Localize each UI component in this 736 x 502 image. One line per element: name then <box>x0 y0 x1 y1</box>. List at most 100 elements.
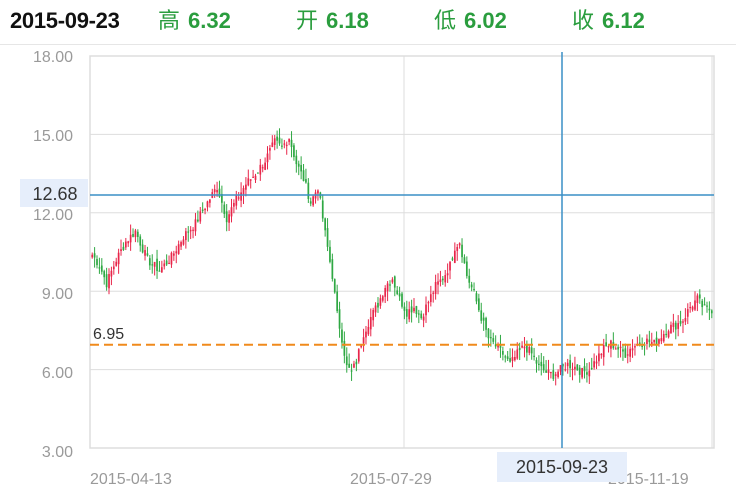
candle-body <box>269 148 271 151</box>
candle-body <box>353 363 355 368</box>
candle-body <box>521 345 523 348</box>
candle-body <box>706 305 708 307</box>
candle-body <box>655 337 658 345</box>
candle-body <box>112 266 115 270</box>
candle-body <box>420 313 423 319</box>
candle-body <box>98 267 101 269</box>
candle-body <box>518 347 521 351</box>
candle-body <box>588 370 591 377</box>
candle-body <box>362 337 365 344</box>
candle-body <box>177 244 180 254</box>
candle-body <box>93 253 96 258</box>
candle-body <box>562 363 564 367</box>
candle-body <box>682 321 684 323</box>
candle-body <box>480 310 483 321</box>
candle-body <box>369 316 372 330</box>
candle-body <box>514 356 516 361</box>
candle-body <box>638 342 641 346</box>
candle-body <box>172 253 175 256</box>
candle-body <box>598 353 600 362</box>
high-label: 高 <box>158 8 181 33</box>
candle-body <box>614 348 617 350</box>
low-label: 低 <box>434 8 457 33</box>
candle-body <box>658 339 660 344</box>
candle-body <box>489 337 492 339</box>
candle-body <box>218 188 221 198</box>
open-field: 开 6.18 <box>296 6 369 36</box>
candle-body <box>170 252 173 265</box>
candle-body <box>309 201 312 204</box>
candle-body <box>377 302 379 308</box>
candle-body <box>278 137 281 144</box>
candle-body <box>295 155 298 165</box>
candle-body <box>343 340 346 356</box>
candle-body <box>257 172 259 174</box>
candle-body <box>216 189 218 193</box>
candle-body <box>465 261 468 277</box>
candle-body <box>213 189 216 193</box>
candle-body <box>634 346 636 348</box>
candle-body <box>691 306 694 310</box>
candle-body <box>156 258 158 272</box>
candle-body <box>384 287 387 297</box>
candle-body <box>410 306 413 313</box>
candle-body <box>389 284 391 286</box>
candle-body <box>175 251 178 254</box>
candle-body <box>163 263 166 267</box>
candle-body <box>254 175 257 180</box>
candle-body <box>593 361 595 368</box>
candle-body <box>285 144 288 147</box>
candle-body <box>192 229 194 231</box>
candle-body <box>672 322 675 327</box>
candle-body <box>305 179 307 183</box>
candle-body <box>148 258 151 266</box>
candle-body <box>576 364 579 371</box>
grid <box>89 55 715 449</box>
candle-body <box>650 342 653 345</box>
close-field: 收 6.12 <box>572 6 645 36</box>
candle-body <box>367 326 370 335</box>
candle-body <box>665 333 668 336</box>
x-axis: 2015-04-13 2015-07-29 2015-11-19 <box>90 471 689 488</box>
candle-body <box>228 214 230 223</box>
candle-body <box>141 244 144 253</box>
candle-body <box>600 353 603 356</box>
candle-body <box>355 361 358 365</box>
candle-body <box>237 197 240 199</box>
candlestick-chart[interactable]: 18.00 15.00 12.00 9.00 6.00 3.00 6.95 12… <box>0 44 736 502</box>
candle-body <box>605 342 607 347</box>
candle-body <box>105 274 108 288</box>
candle-body <box>144 250 146 256</box>
candle-body <box>473 288 475 291</box>
candle-body <box>538 363 540 365</box>
candle-body <box>607 346 610 348</box>
candle-body <box>386 283 389 292</box>
open-label: 开 <box>296 8 319 33</box>
candle-body <box>698 294 701 299</box>
candle-body <box>542 364 545 371</box>
candle-body <box>160 267 163 273</box>
candle-body <box>458 243 461 246</box>
candle-body <box>110 270 113 277</box>
candle-body <box>374 305 377 313</box>
candle-body <box>204 208 206 211</box>
candle-body <box>194 219 197 232</box>
high-value: 6.32 <box>188 8 231 33</box>
candle-body <box>463 257 466 264</box>
candle-body <box>475 293 478 302</box>
candle-body <box>631 348 634 351</box>
candle-body <box>223 204 226 214</box>
candle-body <box>100 265 103 272</box>
candle-body <box>708 308 711 311</box>
candle-body <box>602 344 605 358</box>
candle-body <box>288 138 290 142</box>
candle-body <box>132 234 134 237</box>
candle-body <box>417 313 420 315</box>
quote-header: 2015-09-23 高 6.32 开 6.18 低 6.02 收 6.12 <box>0 0 736 45</box>
candle-body <box>502 350 504 355</box>
candle-body <box>398 293 401 297</box>
candle-body <box>281 145 283 147</box>
candle-body <box>686 309 689 317</box>
candle-body <box>165 260 168 265</box>
candle-body <box>230 207 233 217</box>
